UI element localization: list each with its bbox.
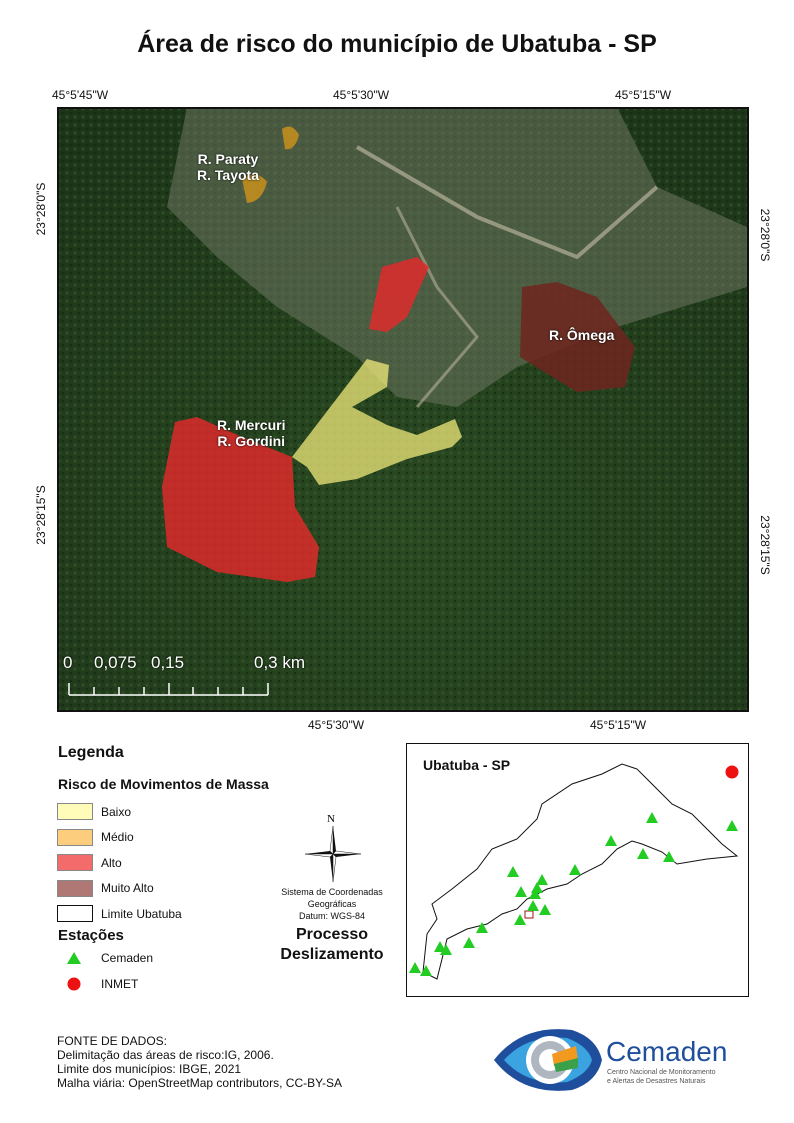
logo-sub1: Centro Nacional de Monitoramento — [607, 1069, 716, 1076]
swatch-baixo — [57, 803, 93, 821]
crs-datum: Datum: WGS-84 — [298, 911, 365, 921]
label-tayota: R. Tayota — [197, 167, 259, 183]
page-title: Área de risco do município de Ubatuba - … — [137, 30, 657, 58]
legend-stations-title: Estações — [58, 927, 124, 944]
coord-bottom-1: 45°5'30"W — [308, 718, 365, 732]
legend-label: Alto — [101, 855, 122, 870]
legend-item-baixo: Baixo — [57, 799, 182, 825]
label-omega: R. Ômega — [549, 327, 615, 343]
source-line: Malha viária: OpenStreetMap contributors… — [57, 1076, 343, 1090]
risk-area-baixo — [292, 359, 462, 485]
crs-line2: Geográficas — [307, 899, 357, 909]
green-triangle-icon — [67, 952, 81, 964]
legend-label: Limite Ubatuba — [101, 906, 182, 921]
legend-cemaden: Cemaden — [101, 951, 154, 965]
risk-area-medio-2 — [242, 174, 267, 203]
inset-canvas — [409, 763, 739, 980]
legend-label: Muito Alto — [101, 881, 154, 896]
swatch-alto — [57, 854, 93, 872]
legend-risk-list: Baixo Médio Alto Muito Alto Limite Ubatu… — [57, 799, 182, 927]
process-label: Processo Deslizamento — [255, 925, 409, 965]
source-line: Limite dos municípios: IBGE, 2021 — [57, 1062, 242, 1076]
label-gordini: R. Gordini — [217, 433, 286, 449]
sources-heading: FONTE DE DADOS: — [57, 1034, 168, 1048]
legend-label: Médio — [101, 830, 134, 845]
legend-item-muito-alto: Muito Alto — [57, 876, 182, 902]
coord-top-2: 45°5'30"W — [333, 88, 390, 102]
coord-right-2: 23°28'15"S — [758, 515, 772, 575]
data-sources: FONTE DE DADOS: Delimitação das áreas de… — [57, 1034, 342, 1090]
process-line2: Deslizamento — [280, 946, 384, 963]
source-line: Delimitação das áreas de risco:IG, 2006. — [57, 1048, 274, 1062]
label-paraty-tayota: R. Paraty R. Tayota — [197, 151, 259, 183]
swatch-muito-alto — [57, 879, 93, 897]
coord-top-1: 45°5'45"W — [52, 88, 109, 102]
cemaden-stations — [409, 812, 738, 976]
scale-label-0: 0 — [63, 653, 73, 672]
study-area-marker — [524, 910, 534, 919]
scale-label-3: 0,3 km — [254, 653, 306, 672]
coord-left-2: 23°28'15"S — [34, 485, 48, 545]
risk-area-muito-alto — [520, 282, 635, 392]
swatch-limite — [57, 905, 93, 923]
coord-right-1: 23°28'0"S — [758, 208, 772, 262]
risk-area-alto-2 — [162, 417, 319, 582]
crs-info: Sistema de Coordenadas Geográficas Datum… — [260, 886, 404, 922]
coord-left-1: 23°28'0"S — [34, 182, 48, 236]
risk-area-alto-1 — [369, 257, 429, 332]
legend-item-alto: Alto — [57, 850, 182, 876]
logo-name: Cemaden — [606, 1036, 728, 1067]
label-paraty: R. Paraty — [197, 151, 259, 167]
inset-map[interactable]: Ubatuba - SP — [406, 743, 749, 997]
red-circle-icon — [67, 977, 81, 991]
scale-label-2: 0,15 — [151, 653, 185, 672]
scale-label-1: 0,075 — [94, 653, 137, 672]
logo-subtitle: Centro Nacional de Monitoramento e Alert… — [607, 1068, 716, 1086]
legend-title: Legenda — [58, 744, 124, 761]
legend-risk-title: Risco de Movimentos de Massa — [58, 776, 269, 792]
crs-line1: Sistema de Coordenadas — [281, 887, 383, 897]
logo-sub2: e Alertas de Desastres Naturais — [607, 1078, 706, 1085]
coord-bottom-2: 45°5'15"W — [590, 718, 647, 732]
map-canvas — [59, 109, 747, 710]
process-line1: Processo — [295, 926, 369, 943]
label-mercuri-gordini: R. Mercuri R. Gordini — [217, 417, 285, 449]
label-mercuri: R. Mercuri — [217, 417, 286, 433]
north-label: N — [327, 813, 335, 825]
inset-title: Ubatuba - SP — [423, 757, 511, 773]
legend-label: Baixo — [101, 804, 132, 819]
swatch-medio — [57, 828, 93, 846]
risk-area-medio-1 — [282, 126, 299, 150]
cemaden-logo-icon — [494, 1029, 602, 1091]
coord-top-3: 45°5'15"W — [615, 88, 672, 102]
legend-item-medio: Médio — [57, 825, 182, 851]
scale-bar — [68, 683, 269, 696]
north-arrow-icon — [305, 826, 361, 882]
legend-inmet: INMET — [101, 977, 139, 991]
satellite-map[interactable]: R. Paraty R. Tayota R. Ômega R. Mercuri … — [57, 107, 749, 712]
inmet-station — [725, 765, 739, 779]
legend-item-limite: Limite Ubatuba — [57, 901, 182, 927]
